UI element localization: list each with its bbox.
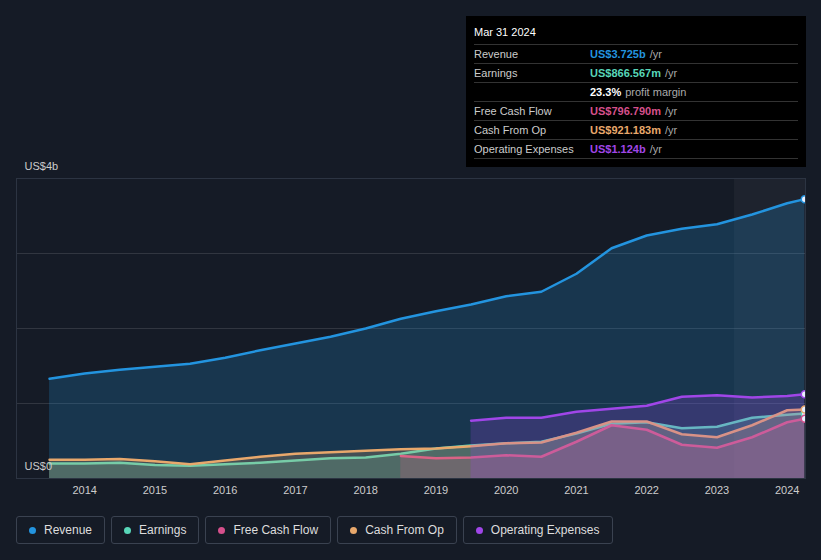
svg-text:2019: 2019 (424, 484, 448, 496)
html-text:Cash From Op: Cash From Op (365, 523, 444, 537)
svg-text:2017: 2017 (283, 484, 307, 496)
html-text:Operating Expenses: Operating Expenses (490, 523, 600, 537)
svg-text:2020: 2020 (494, 484, 518, 496)
svg-text:2021: 2021 (564, 484, 588, 496)
html-text:Earnings: Earnings (474, 67, 518, 79)
svg-text:2015: 2015 (143, 484, 167, 496)
html-text:Free Cash Flow: Free Cash Flow (474, 105, 552, 117)
svg-text:US$4b: US$4b (25, 160, 59, 172)
html-text:Cash From Op: Cash From Op (474, 124, 547, 136)
html-text:Revenue: Revenue (44, 523, 92, 537)
svg-text:US$0: US$0 (25, 460, 53, 472)
html-text:Revenue: Revenue (474, 48, 518, 60)
svg-text:2023: 2023 (705, 484, 729, 496)
svg-text:2014: 2014 (72, 484, 96, 496)
html-text:Operating Expenses: Operating Expenses (474, 143, 574, 155)
html-text:Free Cash Flow: Free Cash Flow (233, 523, 319, 537)
html-text:US$1.124b /yr: US$1.124b /yr (590, 143, 662, 155)
html-text:Earnings: Earnings (139, 523, 187, 537)
svg-text:2022: 2022 (634, 484, 658, 496)
html-text:US$3.725b /yr: US$3.725b /yr (590, 48, 662, 60)
html-text:US$796.790m /yr: US$796.790m /yr (590, 105, 678, 117)
svg-text:2018: 2018 (353, 484, 377, 496)
html-text:Mar 31 2024: Mar 31 2024 (474, 26, 536, 38)
svg-text:2016: 2016 (213, 484, 237, 496)
html-text:US$921.183m /yr: US$921.183m /yr (590, 124, 678, 136)
html-text:US$866.567m /yr: US$866.567m /yr (590, 67, 678, 79)
html-text:23.3% profit margin: 23.3% profit margin (590, 86, 687, 98)
svg-text:2024: 2024 (775, 484, 799, 496)
